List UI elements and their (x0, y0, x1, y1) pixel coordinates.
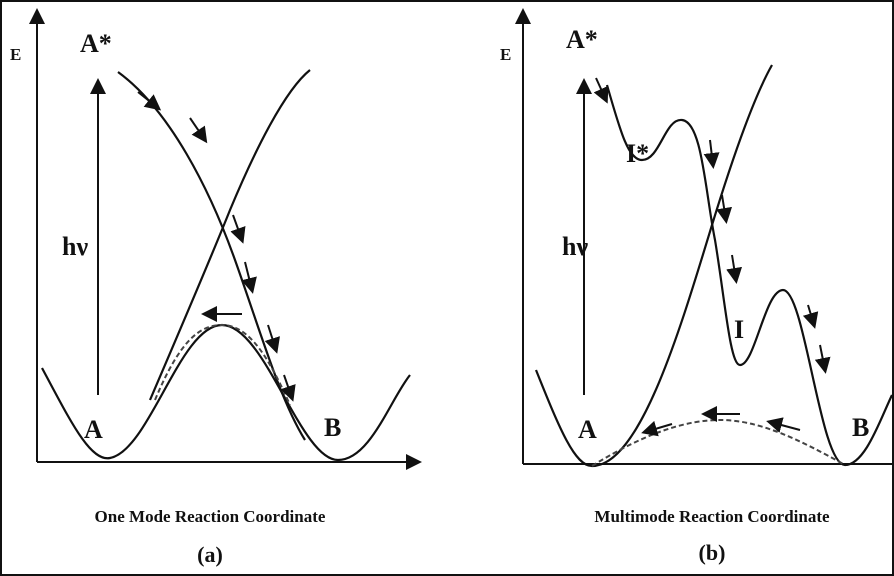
crossing-curve (148, 69, 311, 401)
ground-curve (534, 64, 773, 468)
caption: One Mode Reaction Coordinate (95, 507, 326, 526)
product-label: B (324, 413, 341, 442)
panel-tag: (b) (699, 540, 726, 565)
photon-label: hν (562, 232, 588, 261)
energy-label: E (10, 45, 21, 64)
excited-label: A* (80, 29, 112, 58)
flow-arrow (137, 91, 162, 111)
flow-arrow (802, 304, 819, 329)
excited-label: A* (566, 25, 598, 54)
flow-arrow (814, 344, 831, 374)
return-arrow (641, 420, 673, 437)
product-label: B (852, 413, 869, 442)
photon-label: hν (62, 232, 88, 261)
reactant-label: A (578, 415, 597, 444)
flow-arrow (716, 194, 733, 224)
flow-arrow (593, 77, 609, 104)
panel-a: E A* hν A B One Mode Reaction Coordinate… (10, 8, 422, 567)
caption: Multimode Reaction Coordinate (594, 507, 830, 526)
return-arrow (766, 417, 801, 433)
flow-arrow (703, 139, 720, 169)
reactant-label: A (84, 415, 103, 444)
energy-label: E (500, 45, 511, 64)
flow-arrow (280, 374, 296, 402)
flow-arrow (726, 254, 743, 284)
barrier-path (154, 323, 291, 406)
intermediate-excited-label: I* (626, 139, 649, 168)
intermediate-label: I (734, 315, 744, 344)
flow-arrow (189, 117, 208, 144)
barrier-path (591, 418, 846, 467)
panel-b: E A* I* hν I A B Multimode Reaction Coor… (500, 8, 893, 565)
flow-arrow (241, 261, 257, 294)
flow-arrow (264, 324, 280, 354)
excited-curve (605, 84, 893, 467)
flow-arrow (230, 214, 246, 244)
panel-tag: (a) (197, 542, 223, 567)
